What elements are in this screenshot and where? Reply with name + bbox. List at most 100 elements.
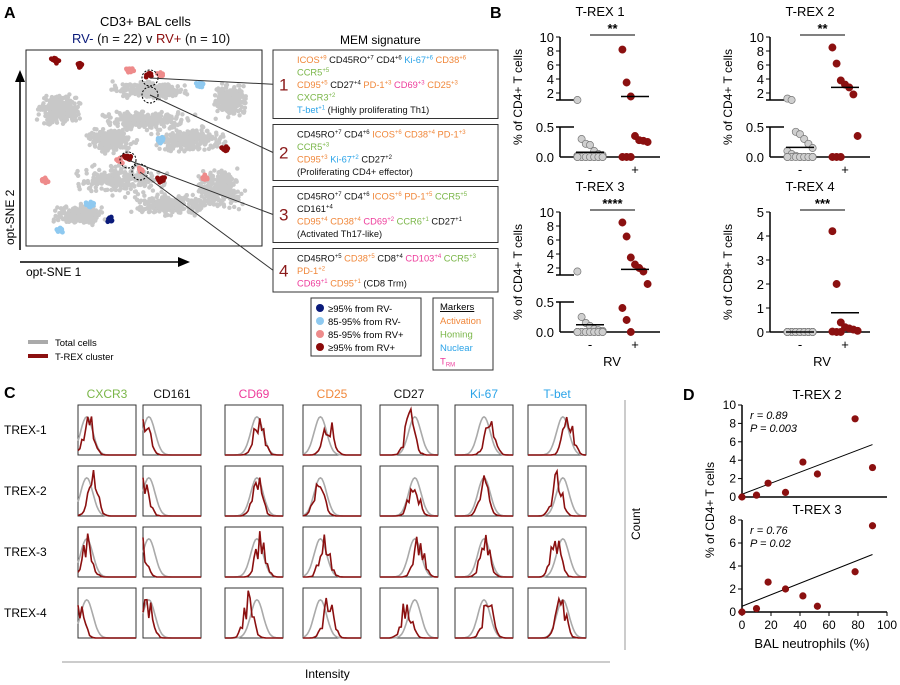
histogram [454,404,514,456]
legend-frame [310,297,422,357]
y-tick-label: 0.5 [536,295,554,310]
cell-point [57,93,62,99]
marker-name: CD8 [375,254,396,264]
trex-cluster-curve [142,537,201,578]
cell-point [159,207,164,212]
marker-name: CD38 [328,217,354,227]
marker-name: CD95 [297,80,321,90]
marker-score: +2 [352,155,360,161]
mem-signature-title: MEM signature [340,33,421,47]
cell-point [127,82,133,87]
cell-point [128,186,133,192]
cell-point [53,208,58,213]
marker-score: +4 [396,254,404,260]
cell-point [227,111,232,116]
cell-point [240,92,245,98]
cell-point [172,120,177,126]
cell-point [210,145,215,150]
histogram [302,465,362,517]
cell-point [216,140,222,145]
cell-point [92,135,98,140]
cell-point [211,187,216,192]
stat-annotation: r = 0.76 [750,525,788,537]
cell-point [71,211,76,216]
cell-point [104,180,110,186]
cell-point [135,175,141,180]
cell-point [233,88,238,94]
cell-point [146,114,151,120]
histogram [77,526,137,578]
rv-positive-point [832,280,841,288]
cell-point [155,127,160,133]
cell-point [163,210,168,215]
cell-point [90,211,95,217]
rv-negative-point [577,313,586,321]
correlation-plot-1: T-REX 2 0 2 4 6 8 10 r = 0.89P = 0.003 [723,387,887,504]
trex-cluster-curve [303,422,361,456]
cell-point [228,200,234,206]
cell-point [119,166,124,172]
cell-point [149,131,154,137]
significance-label: **** [602,196,623,211]
cell-point [177,197,182,203]
rv-positive-point [622,78,631,87]
marker-name: T-bet [297,105,319,115]
cell-point [180,112,185,117]
trex-cluster-curve [528,595,586,639]
x-axis-label: RV [813,354,831,369]
cell-point [75,173,81,178]
line-legend-label: T-REX cluster [55,352,114,363]
cell-point [210,198,215,203]
marker-score: +6 [395,192,403,198]
cell-point [56,101,62,107]
y-axis-label: % of CD8+ T cells [721,224,735,320]
cell-point [140,87,145,92]
y-tick-label: 6 [547,233,554,248]
mem-cluster-1: ICOS+9 CD45RO+7 CD4+6 Ki-67+6 CD38+6CCR5… [149,49,499,119]
mem-signature-line: CD95+5 CD27+4 PD-1+3 CD69+3 CD25+3 [297,80,459,90]
cell-point [206,138,211,143]
marker-score: +6 [426,56,434,62]
cell-point [160,199,166,204]
cell-point [156,112,162,117]
cell-point [123,172,128,177]
cell-point [52,105,57,110]
cell-point [141,91,146,96]
cell-point [201,169,206,174]
cell-point [118,178,123,184]
marker-score: +3 [469,254,477,260]
cell-point [107,122,113,128]
cell-point [78,204,84,209]
marker-name: (Activated Th17-like) [297,229,382,239]
marker-name: CD95 [297,217,321,227]
cluster-point [157,72,163,78]
rv-positive-point [828,43,837,52]
cell-point [139,206,145,211]
cell-point [232,204,237,210]
cell-point [176,202,182,208]
trex-cluster-curve [455,534,513,578]
marker-name: Ki-67 [402,55,426,65]
cell-point [55,205,60,210]
histogram-frame [224,526,284,578]
plot-title: T-REX 1 [575,4,624,19]
y-tick-label: 8 [547,219,554,234]
cell-point [76,184,82,189]
trex-cluster-outline [141,86,159,104]
trex-cluster-curve [142,477,201,517]
y-tick-label: 0.5 [746,120,764,135]
trex-cluster-curve [528,540,586,578]
cell-point [116,163,122,168]
cell-point [193,134,198,140]
y-tick-label: 10 [750,30,764,45]
cell-point [212,93,218,98]
marker-score: +6 [395,130,403,136]
cell-point [89,188,94,194]
cell-point [213,99,218,105]
legend-label: 85-95% from RV+ [328,330,404,341]
histogram [527,404,587,456]
cell-point [99,146,105,151]
cell-point [168,90,174,96]
x-axis-label: RV [603,354,621,369]
cell-point [120,127,126,133]
